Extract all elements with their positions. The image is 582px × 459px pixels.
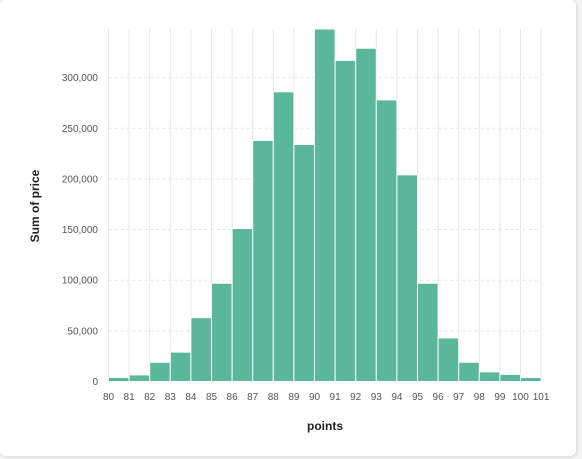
- x-tick-label: 80: [103, 392, 115, 403]
- histogram-bar[interactable]: [252, 139, 274, 382]
- y-axis-ticks: 0 50,000 100,000 150,000 200,000 250,000 300,0…: [62, 73, 99, 388]
- y-tick-label: 50,000: [67, 326, 98, 337]
- histogram-bar[interactable]: [355, 47, 377, 382]
- x-tick-label: 86: [227, 392, 239, 403]
- x-tick-label: 96: [433, 392, 445, 403]
- x-tick-label: 81: [124, 392, 136, 403]
- x-tick-label: 83: [165, 392, 177, 403]
- histogram-bar[interactable]: [211, 282, 233, 383]
- histogram-bar[interactable]: [231, 228, 254, 382]
- x-tick-label: 95: [412, 392, 424, 403]
- x-tick-label: 93: [371, 392, 383, 403]
- histogram-bar[interactable]: [396, 174, 418, 382]
- x-tick-label: 85: [206, 392, 218, 403]
- histogram-bar[interactable]: [314, 28, 336, 382]
- histogram-bar[interactable]: [108, 376, 130, 382]
- histogram-bar[interactable]: [458, 361, 480, 382]
- x-axis-ticks: 80 81 82 83 84 85 86 87 88 89 90 91 92 93 94 95 96 97 98 99…: [103, 392, 550, 403]
- x-tick-label: 88: [268, 392, 280, 403]
- x-tick-label: 84: [185, 392, 197, 403]
- histogram-bar[interactable]: [499, 373, 521, 383]
- x-tick-label: 101: [533, 392, 550, 403]
- histogram-bar[interactable]: [293, 143, 315, 382]
- y-tick-label: 100,000: [62, 276, 99, 287]
- x-tick-label: 94: [391, 392, 403, 403]
- histogram-bar[interactable]: [128, 374, 151, 383]
- histogram-bar[interactable]: [334, 59, 357, 383]
- y-tick-label: 300,000: [62, 73, 99, 84]
- x-tick-label: 89: [288, 392, 300, 403]
- x-tick-label: 100: [512, 392, 529, 403]
- histogram-bar[interactable]: [520, 376, 542, 382]
- y-axis-title: Sum of price: [28, 169, 42, 242]
- x-axis-title: points: [307, 419, 343, 433]
- histogram-bar[interactable]: [149, 361, 171, 382]
- y-tick-label: 150,000: [62, 225, 99, 236]
- histogram-bar[interactable]: [417, 282, 439, 383]
- y-tick-label: 250,000: [62, 124, 99, 135]
- x-tick-label: 90: [309, 392, 321, 403]
- x-tick-label: 87: [247, 392, 259, 403]
- y-tick-label: 0: [92, 377, 98, 388]
- histogram-bar[interactable]: [375, 99, 398, 382]
- histogram-bar[interactable]: [437, 337, 460, 383]
- bar-layer: [108, 28, 542, 383]
- histogram-bar[interactable]: [272, 91, 295, 382]
- x-tick-label: 92: [350, 392, 362, 403]
- histogram-bar[interactable]: [478, 371, 501, 383]
- histogram-bar[interactable]: [169, 351, 192, 382]
- histogram-bar[interactable]: [190, 317, 212, 382]
- x-tick-label: 97: [453, 392, 465, 403]
- y-tick-label: 200,000: [62, 174, 99, 185]
- x-tick-label: 98: [474, 392, 486, 403]
- x-tick-label: 99: [494, 392, 506, 403]
- x-tick-label: 91: [330, 392, 342, 403]
- x-tick-label: 82: [144, 392, 156, 403]
